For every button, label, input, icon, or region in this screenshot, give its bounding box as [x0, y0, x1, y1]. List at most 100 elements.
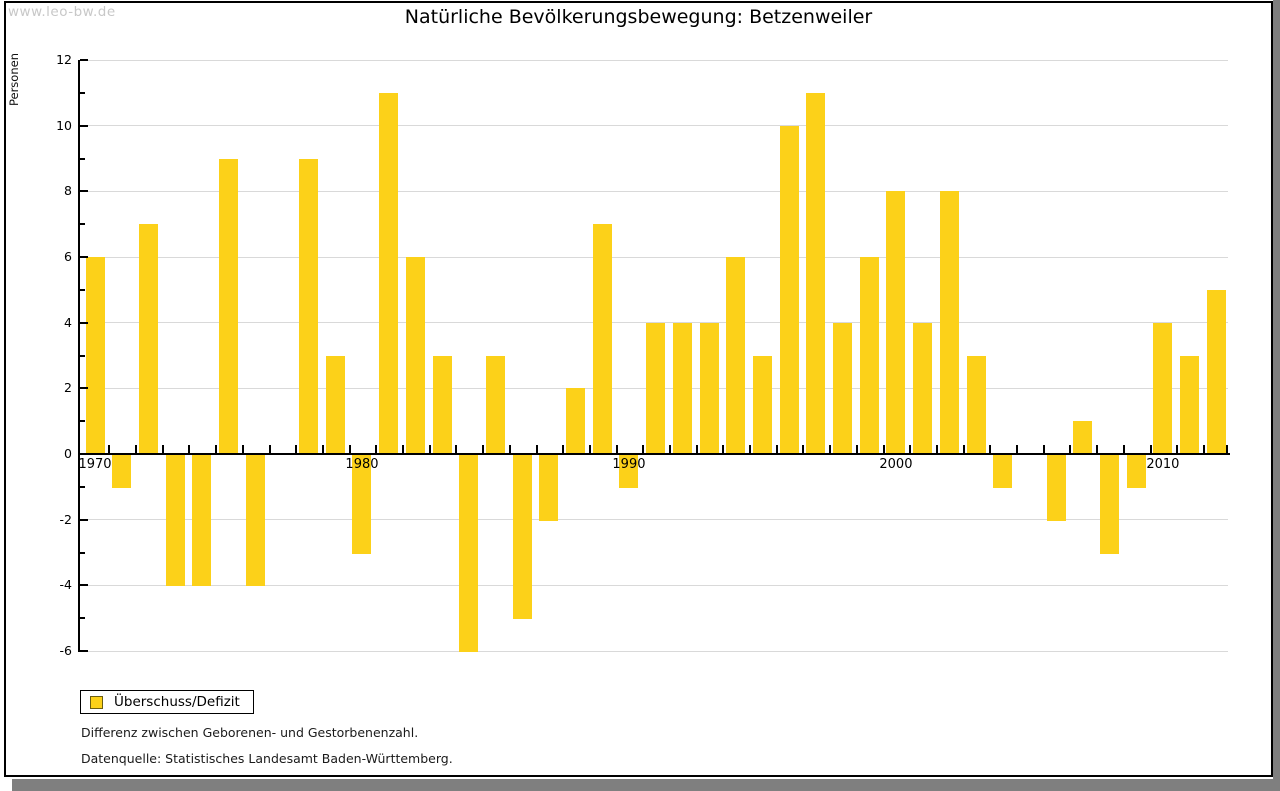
y-axis-tick [80, 321, 88, 324]
gridline [80, 190, 1228, 192]
bar-1990 [619, 455, 639, 488]
x-axis-label: 2000 [879, 457, 913, 472]
x-axis-tick [642, 445, 645, 453]
bar-1975 [218, 158, 238, 454]
x-axis-tick [455, 445, 458, 453]
gridline [80, 59, 1228, 61]
bar-1988 [566, 388, 586, 454]
x-axis-tick [615, 445, 618, 453]
x-axis-label: 1990 [612, 457, 646, 472]
x-axis-tick [775, 445, 778, 453]
gridline [80, 125, 1228, 127]
bar-2002 [939, 191, 959, 454]
y-axis-tick [80, 91, 85, 94]
bar-1974 [192, 455, 212, 587]
bar-1994 [726, 257, 746, 454]
footnote-source: Datenquelle: Statistisches Landesamt Bad… [81, 751, 453, 766]
y-axis-label: -6 [59, 643, 72, 658]
legend-swatch-icon [90, 695, 103, 709]
x-axis-tick [588, 445, 591, 453]
x-axis-tick [295, 445, 298, 453]
bar-1973 [165, 455, 185, 587]
y-axis-tick [80, 157, 85, 160]
legend: Überschuss/Defizit [80, 690, 254, 714]
y-axis-label: 8 [64, 183, 72, 199]
bar-1981 [379, 92, 399, 454]
bar-1979 [325, 355, 345, 454]
bar-1970 [85, 257, 105, 454]
bar-2012 [1206, 289, 1226, 454]
bar-1999 [859, 257, 879, 454]
bar-2006 [1046, 455, 1066, 521]
y-axis-line [78, 60, 80, 652]
watermark: www.leo-bw.de [8, 4, 116, 20]
y-axis-tick [80, 420, 85, 423]
bar-1992 [672, 322, 692, 454]
bar-1989 [592, 224, 612, 454]
bar-2007 [1073, 421, 1093, 454]
bar-2003 [966, 355, 986, 454]
y-axis-tick [80, 124, 88, 127]
y-axis-tick [80, 551, 85, 554]
bar-1991 [646, 322, 666, 454]
bar-1998 [833, 322, 853, 454]
y-axis-label: 12 [56, 52, 72, 67]
x-axis-tick [108, 445, 111, 453]
x-axis-tick [161, 445, 164, 453]
x-axis-tick [829, 445, 832, 453]
bar-1985 [485, 355, 505, 454]
chart-title: Natürliche Bevölkerungsbewegung: Betzenw… [404, 6, 873, 28]
x-axis-tick [535, 445, 538, 453]
plot-area: 1970 1980 1990 2000 2010 -6 -4 -2 0 2 4 6 8 10 12 [56, 52, 1230, 658]
y-axis-tick [80, 288, 85, 291]
x-axis-tick [268, 445, 271, 453]
y-axis-tick [80, 223, 85, 226]
y-axis-label: 10 [56, 117, 72, 133]
bar-1972 [138, 224, 158, 454]
bar-1984 [459, 455, 479, 652]
y-axis-label: -4 [59, 577, 72, 593]
x-axis-tick [1149, 445, 1152, 453]
bar-1987 [539, 455, 559, 521]
x-axis-tick [1096, 445, 1099, 453]
gridline [80, 519, 1228, 521]
x-axis-tick [962, 445, 965, 453]
y-axis-tick [80, 256, 88, 258]
bar-1996 [779, 125, 799, 454]
window-shadow-right [1273, 0, 1280, 791]
x-axis-tick [1176, 445, 1179, 453]
x-axis-tick [562, 445, 565, 453]
footnote-definition: Differenz zwischen Geborenen- und Gestor… [81, 725, 419, 740]
x-axis-tick [482, 445, 485, 453]
chart-window: www.leo-bw.de Natürliche Bevölkerungsbew… [4, 1, 1273, 777]
gridline [80, 584, 1228, 586]
x-axis-tick [749, 445, 752, 453]
y-axis-label: 6 [64, 249, 72, 264]
x-axis-tick [935, 445, 938, 453]
bar-1978 [299, 158, 319, 454]
y-axis-label: 4 [64, 314, 72, 330]
y-axis-label: -2 [59, 511, 72, 527]
x-axis-tick [669, 445, 671, 453]
bar-2008 [1100, 455, 1119, 554]
bar-2010 [1153, 322, 1173, 454]
bar-2009 [1126, 455, 1146, 488]
x-axis-tick [1069, 445, 1072, 453]
x-axis-tick [402, 445, 405, 453]
x-axis-tick [802, 445, 805, 453]
x-axis-tick [989, 445, 992, 453]
x-axis-tick [215, 445, 218, 453]
y-axis-tick [80, 190, 88, 193]
y-axis-tick [80, 453, 88, 455]
bar-1993 [699, 322, 719, 454]
x-axis-tick [375, 445, 378, 453]
x-axis-tick [882, 445, 885, 453]
bar-1997 [806, 92, 826, 454]
x-axis-tick [695, 445, 698, 453]
x-axis-tick [722, 445, 725, 453]
legend-label: Überschuss/Defizit [114, 694, 240, 710]
x-axis-tick [1202, 445, 1205, 453]
x-axis-tick [909, 445, 912, 453]
x-axis-tick [188, 445, 191, 453]
